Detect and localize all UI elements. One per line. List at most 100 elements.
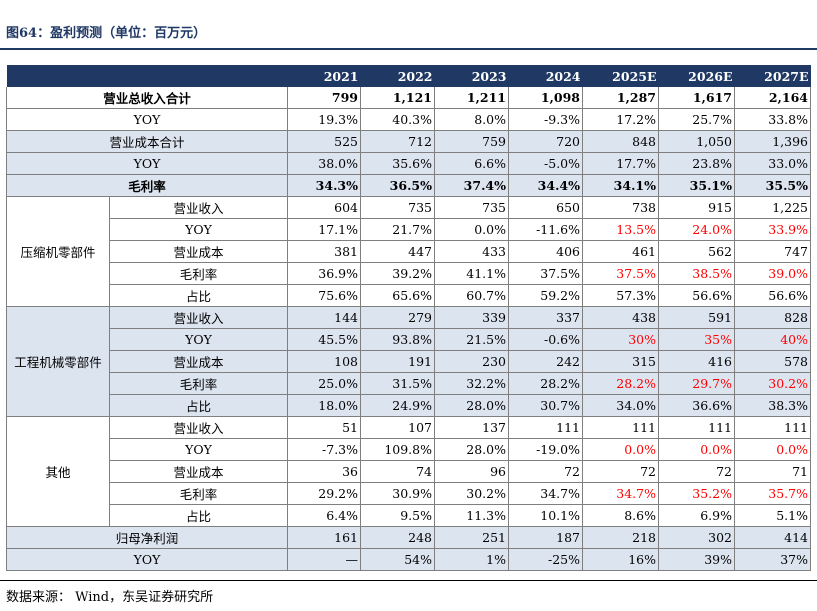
summary-row: 毛利率 34.3% 36.5% 37.4% 34.4% 34.1% 35.1% 35.5% (6, 174, 811, 197)
value-cell: 34.7% (508, 482, 583, 505)
value-cell: 41.1% (434, 262, 509, 285)
value-cell: 1,098 (508, 87, 583, 109)
value-cell: 712 (360, 130, 435, 153)
row-label: YOY (6, 108, 288, 131)
value-cell: 39.0% (734, 262, 811, 285)
value-cell: 735 (360, 196, 435, 219)
value-cell: 30% (582, 328, 659, 351)
segment-row: YOY 17.1% 21.7% 0.0% -11.6% 13.5% 24.0% 33.9% (7, 218, 811, 241)
value-cell: 461 (582, 240, 659, 263)
value-cell: 54% (360, 548, 435, 571)
value-cell: 6.9% (658, 504, 735, 527)
value-cell: 36.9% (287, 262, 361, 285)
value-cell: 109.8% (360, 438, 435, 461)
summary-row: YOY 19.3% 40.3% 8.0% -9.3% 17.2% 25.7% 33.8% (6, 108, 811, 131)
figure-title: 图64：盈利预测（单位：百万元） (6, 26, 207, 41)
value-cell: 738 (582, 196, 659, 219)
segment-row: 占比 18.0% 24.9% 28.0% 30.7% 34.0% 36.6% 38.3% (7, 394, 811, 417)
value-cell: 438 (582, 306, 659, 329)
row-label: YOY (109, 328, 288, 351)
value-cell: 72 (508, 460, 583, 483)
value-cell: -9.3% (508, 108, 583, 131)
col-header: 2024 (508, 65, 583, 87)
row-label: 营业成本 (109, 240, 288, 263)
value-cell: 6.6% (434, 152, 509, 175)
value-cell: 30.7% (508, 394, 583, 417)
value-cell: 799 (287, 87, 361, 109)
value-cell: 191 (360, 350, 435, 373)
segment-name: 其他 (6, 416, 110, 527)
value-cell: 10.1% (508, 504, 583, 527)
value-cell: -7.3% (287, 438, 361, 461)
value-cell: 650 (508, 196, 583, 219)
value-cell: 36.6% (658, 394, 735, 417)
value-cell: 38.3% (734, 394, 811, 417)
value-cell: -25% (508, 548, 583, 571)
value-cell: 111 (582, 416, 659, 439)
value-cell: 337 (508, 306, 583, 329)
value-cell: 525 (287, 130, 361, 153)
value-cell: 37.5% (508, 262, 583, 285)
row-label: 占比 (109, 284, 288, 307)
value-cell: 34.1% (582, 174, 659, 197)
value-cell: 2,164 (734, 87, 811, 109)
summary-row: 营业成本合计 525 712 759 720 848 1,050 1,396 (6, 130, 811, 153)
row-label: YOY (6, 548, 288, 571)
value-cell: 74 (360, 460, 435, 483)
value-cell: 24.0% (658, 218, 735, 241)
row-label: 占比 (109, 504, 288, 527)
value-cell: 414 (734, 526, 811, 549)
value-cell: 0.0% (734, 438, 811, 461)
value-cell: 11.3% (434, 504, 509, 527)
value-cell: 107 (360, 416, 435, 439)
value-cell: -5.0% (508, 152, 583, 175)
value-cell: 19.3% (287, 108, 361, 131)
value-cell: 28.0% (434, 394, 509, 417)
segment-row: 营业成本 36 74 96 72 72 72 71 (7, 460, 811, 483)
segment-row: 营业成本 381 447 433 406 461 562 747 (7, 240, 811, 263)
value-cell: 35% (658, 328, 735, 351)
value-cell: 315 (582, 350, 659, 373)
value-cell: 30.2% (434, 482, 509, 505)
value-cell: 33.0% (734, 152, 811, 175)
row-label: 营业成本合计 (6, 130, 288, 153)
row-label: 营业成本 (109, 460, 288, 483)
value-cell: 17.2% (582, 108, 659, 131)
source-note: 数据来源： Wind，东吴证券研究所 (6, 590, 214, 605)
row-label: YOY (109, 218, 288, 241)
value-cell: 40% (734, 328, 811, 351)
value-cell: 28.2% (508, 372, 583, 395)
value-cell: 1,225 (734, 196, 811, 219)
value-cell: 1,617 (658, 87, 735, 109)
value-cell: 759 (434, 130, 509, 153)
value-cell: 1,396 (734, 130, 811, 153)
value-cell: 37% (734, 548, 811, 571)
value-cell: 735 (434, 196, 509, 219)
header-row: 2021 2022 2023 2024 2025E 2026E 2027E (6, 65, 811, 87)
value-cell: 33.9% (734, 218, 811, 241)
value-cell: 447 (360, 240, 435, 263)
value-cell: 30.2% (734, 372, 811, 395)
col-header: 2021 (287, 65, 361, 87)
value-cell: 17.1% (287, 218, 361, 241)
value-cell: 848 (582, 130, 659, 153)
value-cell: 56.6% (658, 284, 735, 307)
value-cell: 406 (508, 240, 583, 263)
value-cell: 96 (434, 460, 509, 483)
value-cell: 39.2% (360, 262, 435, 285)
value-cell: 16% (582, 548, 659, 571)
value-cell: 30.9% (360, 482, 435, 505)
value-cell: 56.6% (734, 284, 811, 307)
value-cell: 915 (658, 196, 735, 219)
value-cell: 32.2% (434, 372, 509, 395)
value-cell: 39% (658, 548, 735, 571)
value-cell: 21.7% (360, 218, 435, 241)
value-cell: 29.7% (658, 372, 735, 395)
value-cell: 29.2% (287, 482, 361, 505)
value-cell: -0.6% (508, 328, 583, 351)
segment-name: 压缩机零部件 (6, 196, 110, 307)
segment-row: 占比 6.4% 9.5% 11.3% 10.1% 8.6% 6.9% 5.1% (7, 504, 811, 527)
value-cell: 71 (734, 460, 811, 483)
value-cell: 187 (508, 526, 583, 549)
value-cell: 339 (434, 306, 509, 329)
